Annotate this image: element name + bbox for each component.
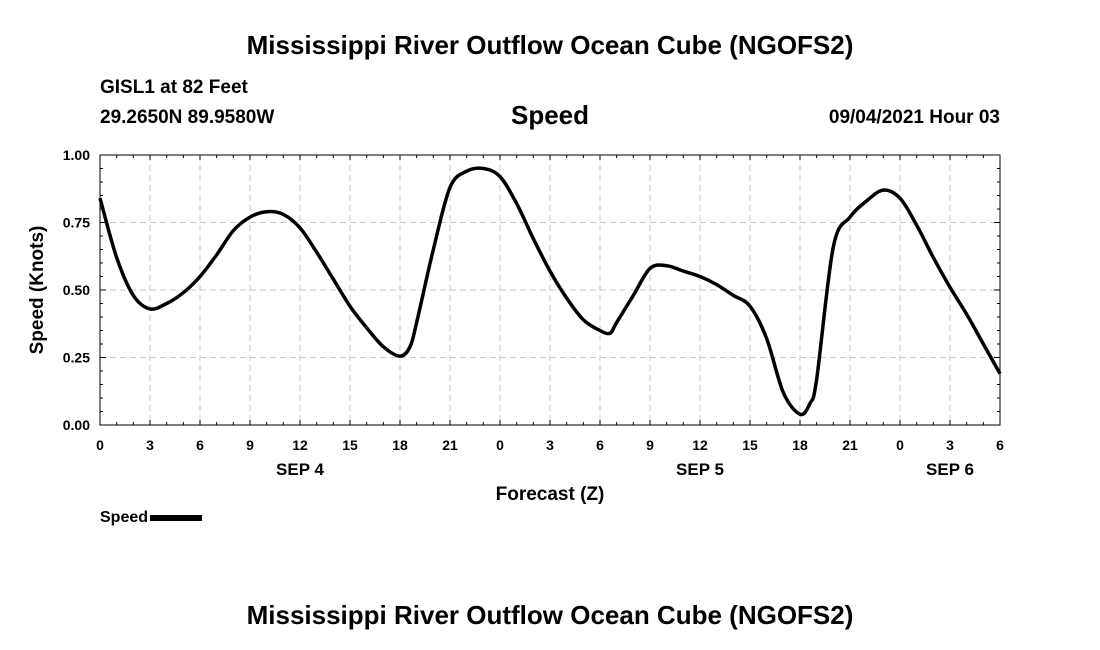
x-tick-label: 15 [342,437,358,453]
chart-title: Mississippi River Outflow Ocean Cube (NG… [246,30,854,60]
y-tick-label: 0.75 [63,215,90,231]
x-tick-label: 15 [742,437,758,453]
date-label: SEP 6 [926,460,974,479]
x-tick-label: 0 [896,437,904,453]
footer-title: Mississippi River Outflow Ocean Cube (NG… [246,600,854,630]
x-tick-label: 21 [842,437,858,453]
y-axis-label: Speed (Knots) [27,226,48,355]
x-tick-label: 21 [442,437,458,453]
station-coordinates: 29.2650N 89.9580W [100,107,275,128]
y-tick-label: 1.00 [63,147,90,163]
x-tick-label: 12 [692,437,708,453]
x-tick-label: 0 [96,437,104,453]
grid-lines [100,155,1000,425]
legend: Speed [100,509,203,527]
x-tick-label: 18 [392,437,408,453]
x-tick-label: 6 [596,437,604,453]
date-label: SEP 5 [676,460,724,479]
x-tick-label: 3 [946,437,954,453]
date-label: SEP 4 [276,460,324,479]
series-lines [98,166,1002,417]
legend-label: Speed [100,509,149,526]
station-name: GISL1 at 82 Feet [100,77,248,98]
forecast-datetime: 09/04/2021 Hour 03 [828,107,1000,128]
x-tick-label: 18 [792,437,808,453]
series-line-speed [98,166,1002,417]
tick-labels: 0 3 6 9 12 15 18 21 0 3 6 9 12 15 18 21 0 3 6 0.00 0.25 0.50 0… [63,147,1004,479]
x-tick-label: 6 [196,437,204,453]
plot-frame [99,154,1001,426]
x-axis-label: Forecast (Z) [496,484,605,505]
x-tick-label: 6 [996,437,1004,453]
variable-title: Speed [510,100,590,130]
x-tick-label: 0 [496,437,504,453]
x-tick-label: 3 [146,437,154,453]
y-tick-label: 0.50 [63,282,90,298]
x-tick-label: 3 [546,437,554,453]
x-tick-label: 9 [646,437,654,453]
x-tick-label: 12 [292,437,308,453]
x-tick-label: 9 [246,437,254,453]
y-tick-label: 0.25 [63,350,90,366]
y-tick-label: 0.00 [63,417,90,433]
legend-swatch [150,515,203,521]
